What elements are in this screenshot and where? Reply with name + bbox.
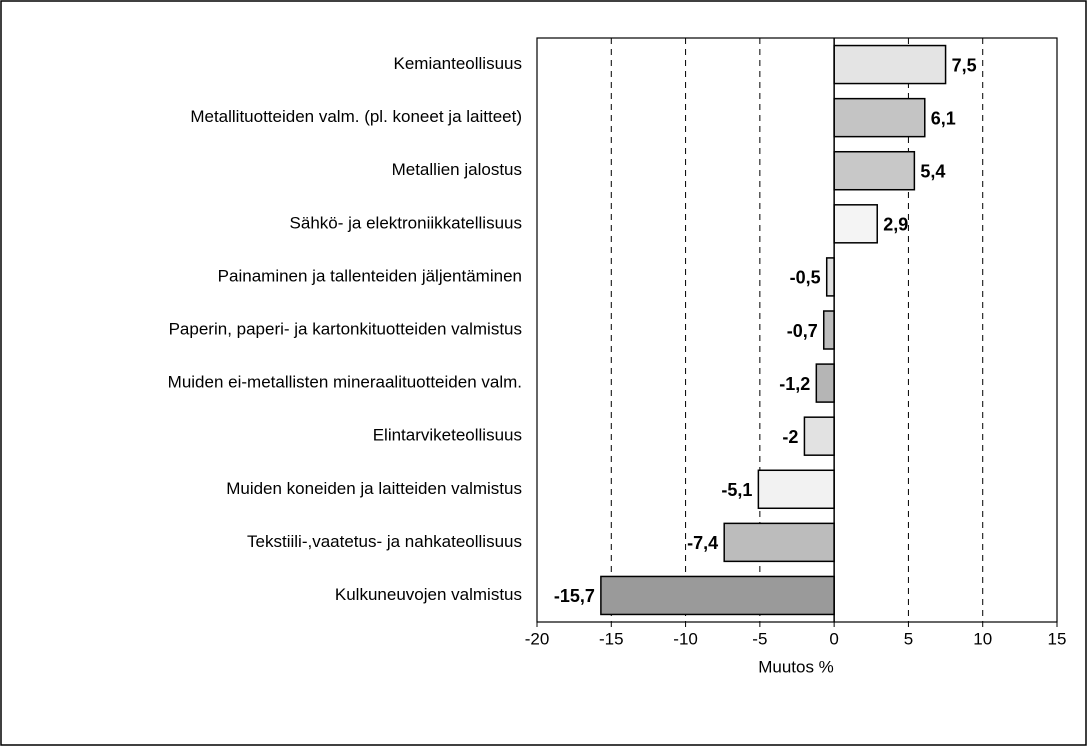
value-label: 7,5 bbox=[952, 55, 977, 75]
x-tick-label: 10 bbox=[973, 629, 992, 648]
bar bbox=[723, 522, 835, 563]
bar bbox=[825, 257, 835, 297]
value-label: -0,5 bbox=[790, 268, 821, 288]
y-tick-label: Kemianteollisuus bbox=[393, 54, 522, 73]
x-tick-label: -15 bbox=[599, 629, 624, 648]
value-label: 2,9 bbox=[883, 215, 908, 235]
bar bbox=[833, 150, 916, 191]
bar bbox=[803, 416, 835, 456]
bar bbox=[833, 204, 878, 244]
y-tick-label: Elintarviketeollisuus bbox=[373, 426, 522, 445]
y-tick-label: Metallituotteiden valm. (pl. koneet ja l… bbox=[190, 107, 522, 126]
value-label: -1,2 bbox=[779, 374, 810, 394]
y-tick-label: Sähkö- ja elektroniikkatellisuus bbox=[290, 213, 522, 232]
value-label: 5,4 bbox=[920, 161, 945, 181]
y-tick-label: Painaminen ja tallenteiden jäljentäminen bbox=[218, 266, 522, 285]
value-label: -5,1 bbox=[721, 480, 752, 500]
value-label: -7,4 bbox=[687, 533, 718, 553]
bar bbox=[815, 363, 835, 403]
y-tick-label: Paperin, paperi- ja kartonkituotteiden v… bbox=[169, 319, 522, 338]
plot-area bbox=[536, 37, 1058, 623]
x-tick-label: -20 bbox=[525, 629, 550, 648]
y-tick-label: Tekstiili-,vaatetus- ja nahkateollisuus bbox=[247, 532, 522, 551]
bar bbox=[833, 97, 926, 138]
value-label: -15,7 bbox=[554, 586, 595, 606]
x-tick-label: 15 bbox=[1048, 629, 1067, 648]
bar bbox=[833, 44, 947, 85]
x-tick-label: 0 bbox=[829, 629, 838, 648]
value-label: -0,7 bbox=[787, 321, 818, 341]
x-tick-label: -5 bbox=[752, 629, 767, 648]
y-tick-label: Muiden ei-metallisten mineraalituotteide… bbox=[168, 373, 522, 392]
y-tick-label: Muiden koneiden ja laitteiden valmistus bbox=[226, 479, 522, 498]
x-tick-label: -10 bbox=[673, 629, 698, 648]
x-axis-label: Muutos % bbox=[758, 657, 834, 676]
bar bbox=[600, 575, 835, 616]
y-tick-label: Kulkuneuvojen valmistus bbox=[335, 585, 522, 604]
value-label: 6,1 bbox=[931, 108, 956, 128]
y-tick-label: Metallien jalostus bbox=[392, 160, 522, 179]
bar bbox=[822, 310, 835, 350]
bar bbox=[757, 469, 835, 510]
value-label: -2 bbox=[782, 427, 798, 447]
x-tick-label: 5 bbox=[904, 629, 913, 648]
